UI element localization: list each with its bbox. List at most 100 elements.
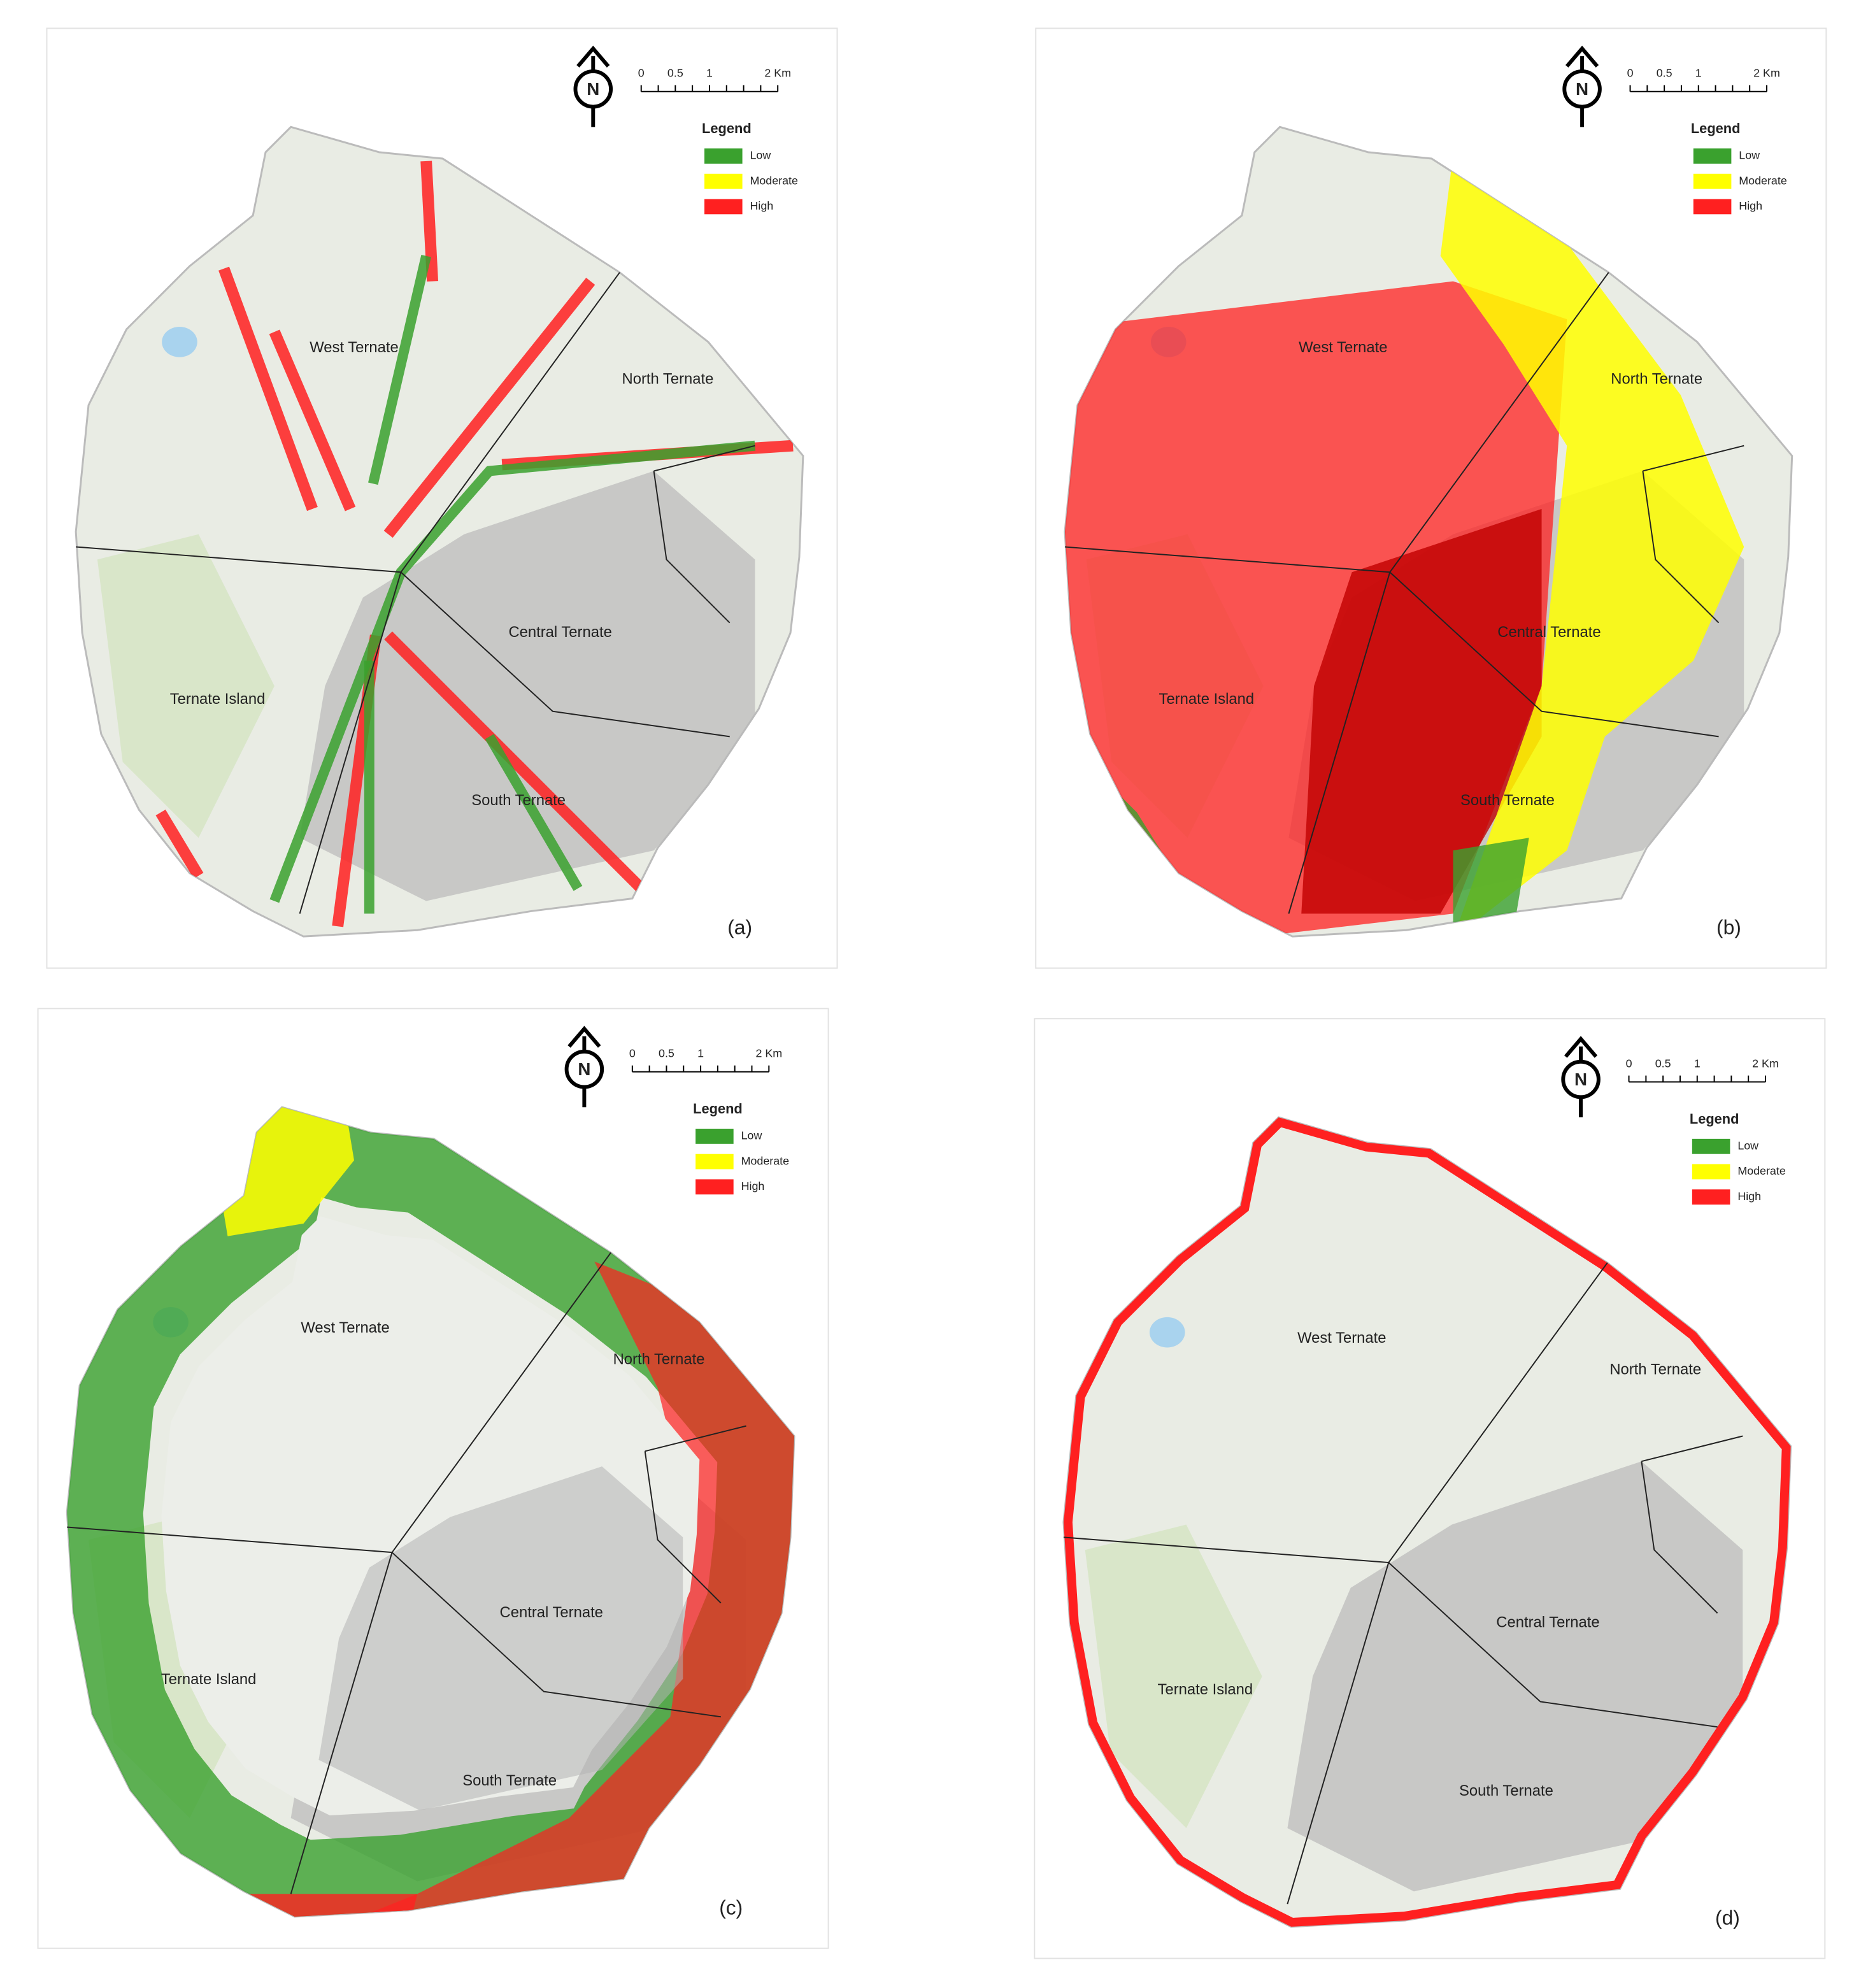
north-arrow-head <box>1565 45 1599 68</box>
legend-label: Low <box>1737 1139 1758 1152</box>
hazard-low <box>1453 838 1529 927</box>
place-name: South Ternate <box>471 792 566 809</box>
hazard-high <box>383 277 595 538</box>
place-name: West Ternate <box>310 339 398 356</box>
scale-label: 0.5 <box>1657 67 1672 80</box>
north-arrow-ring <box>564 1049 604 1089</box>
scale-label: 0.5 <box>667 67 683 80</box>
hazard-high <box>227 1894 418 1917</box>
legend-swatch <box>704 173 743 189</box>
place-name: Central Ternate <box>1497 624 1601 641</box>
district-boundary <box>391 1252 611 1553</box>
scale-label: 1 <box>1695 67 1702 80</box>
hazard-low <box>269 440 756 903</box>
scale-label: 0 <box>1627 67 1634 80</box>
place-name: West Ternate <box>301 1319 389 1336</box>
legend-swatch <box>1693 199 1732 215</box>
hazard-low <box>368 255 431 485</box>
district-boundary <box>1063 1536 1389 1564</box>
place-name: South Ternate <box>462 1772 557 1789</box>
legend-swatch <box>1692 1164 1730 1180</box>
legend-title: Legend <box>1690 1111 1739 1127</box>
scale-label: 2 Km <box>764 67 791 80</box>
place-name: North Ternate <box>1611 371 1702 388</box>
north-arrow-head <box>576 45 610 68</box>
hazard-layer <box>155 161 794 927</box>
legend-swatch <box>704 199 743 215</box>
hazard-high <box>218 266 318 511</box>
hazard-layer <box>1064 155 1744 937</box>
legend-label: High <box>750 199 774 212</box>
legend-swatch <box>695 1128 734 1144</box>
north-label: N <box>578 1059 590 1079</box>
legend-title: Legend <box>1691 120 1741 136</box>
district-boundary <box>400 272 620 573</box>
scale-label: 0.5 <box>659 1047 674 1060</box>
scale-label: 2 Km <box>1753 67 1780 80</box>
legend-label: Moderate <box>750 174 799 187</box>
district-boundary <box>1389 272 1609 573</box>
legend-swatch <box>1692 1189 1730 1205</box>
north-label: N <box>587 79 599 99</box>
place-name: Ternate Island <box>170 690 266 708</box>
legend-swatch <box>1693 173 1732 189</box>
hazard-high-core <box>1301 508 1542 914</box>
district-boundary <box>299 571 402 914</box>
legend-label: High <box>1737 1190 1761 1203</box>
legend-label: Low <box>741 1129 762 1142</box>
north-arrow-head <box>567 1026 601 1048</box>
map-panel: N 0 0.5 1 2 Km Legend Low Moderate High West Tern… <box>1035 27 1827 969</box>
place-name: North Ternate <box>1609 1361 1701 1378</box>
lake <box>1149 1317 1185 1348</box>
district-boundary <box>644 1451 722 1604</box>
map-panel: N 0 0.5 1 2 Km Legend Low Moderate High West Tern… <box>46 27 838 969</box>
legend-title: Legend <box>693 1101 743 1117</box>
place-name: Central Ternate <box>508 624 611 641</box>
panel-label: (c) <box>719 1896 743 1919</box>
district-boundary <box>1643 445 1744 472</box>
legend-label: Moderate <box>1739 174 1787 187</box>
vegetation <box>1085 1524 1262 1829</box>
place-name: South Ternate <box>1459 1782 1553 1799</box>
legend-label: High <box>1739 199 1762 212</box>
north-arrow-ring <box>1562 69 1602 109</box>
legend-title: Legend <box>702 120 752 136</box>
district-boundary <box>1642 471 1720 624</box>
scale-label: 2 Km <box>1752 1057 1779 1069</box>
district-boundary <box>1641 1461 1718 1614</box>
place-name: North Ternate <box>613 1351 705 1368</box>
map-panel: N 0 0.5 1 2 Km Legend Low Moderate High West Tern… <box>1034 1018 1826 1959</box>
panel-label: (a) <box>727 916 752 939</box>
district-boundary <box>1389 571 1719 738</box>
hazard-high <box>420 161 439 282</box>
place-name: Ternate Island <box>161 1671 257 1688</box>
scale-label: 2 Km <box>755 1047 782 1060</box>
relief <box>318 1466 683 1811</box>
relief <box>299 471 755 901</box>
place-name: Ternate Island <box>1158 1681 1253 1698</box>
district-boundary <box>1287 1562 1390 1905</box>
place-name: West Ternate <box>1299 339 1387 356</box>
legend-label: Moderate <box>1737 1164 1786 1177</box>
legend-label: Low <box>1739 149 1760 162</box>
legend-swatch <box>695 1179 734 1195</box>
district-boundary <box>290 1552 393 1894</box>
hazard-low <box>485 734 583 891</box>
hazard-high <box>269 329 356 511</box>
district-boundary <box>400 571 730 738</box>
panel-label: (d) <box>1715 1906 1740 1929</box>
district-boundary <box>1064 546 1390 573</box>
district-boundary <box>76 546 401 573</box>
scale-label: 1 <box>1694 1057 1701 1069</box>
scale-label: 0 <box>1626 1057 1632 1069</box>
district-boundary <box>67 1526 392 1554</box>
scale-label: 0.5 <box>1655 1057 1671 1069</box>
legend-swatch <box>695 1154 734 1169</box>
district-boundary <box>391 1552 721 1718</box>
legend-swatch <box>1693 148 1732 164</box>
north-arrow-ring <box>573 69 613 109</box>
place-name: North Ternate <box>622 371 714 388</box>
district-boundary <box>653 445 755 472</box>
